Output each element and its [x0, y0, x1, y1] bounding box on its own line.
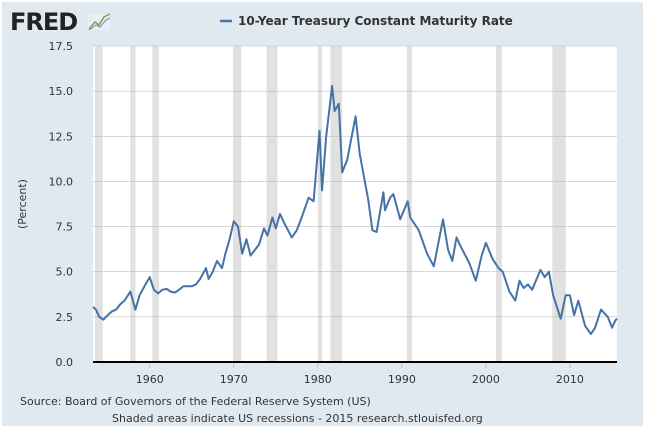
recession-bar	[317, 46, 323, 362]
recession-note: Shaded areas indicate US recessions - 20…	[112, 412, 483, 425]
recession-bar	[266, 46, 278, 362]
x-tick-label: 1980	[304, 373, 332, 386]
y-axis: 0.0 2.5 5.0 7.5 10.0 12.5 15.0 17.5	[49, 40, 74, 369]
fred-logo: FRED	[10, 8, 111, 36]
recession-bar	[552, 46, 566, 362]
recession-bar	[152, 46, 159, 362]
x-tick-label: 1990	[388, 373, 416, 386]
recession-bar	[95, 46, 103, 362]
fred-logo-chart-icon	[88, 13, 111, 31]
recession-bars	[95, 46, 566, 362]
legend-label: 10-Year Treasury Constant Maturity Rate	[238, 14, 513, 28]
x-tick-label: 2000	[472, 373, 500, 386]
y-tick-label: 10.0	[49, 175, 74, 188]
recession-bar	[232, 46, 242, 362]
legend: 10-Year Treasury Constant Maturity Rate	[220, 14, 513, 28]
y-axis-label: (Percent)	[16, 179, 29, 229]
y-tick-label: 12.5	[49, 130, 74, 143]
y-tick-label: 17.5	[49, 40, 74, 53]
plot-area	[93, 46, 617, 362]
x-tick-label: 1970	[220, 373, 248, 386]
y-tick-label: 15.0	[49, 85, 74, 98]
y-tick-label: 2.5	[56, 311, 74, 324]
gridlines	[93, 45, 617, 318]
x-axis: 1960 1970 1980 1990 2000 2010	[136, 362, 584, 386]
recession-bar	[130, 46, 136, 362]
source-text: Source: Board of Governors of the Federa…	[20, 395, 371, 408]
x-tick-label: 1960	[136, 373, 164, 386]
x-tick-label: 2010	[556, 373, 584, 386]
y-tick-label: 0.0	[56, 356, 74, 369]
recession-bar	[330, 46, 343, 362]
series-line	[92, 84, 618, 335]
recession-bar	[406, 46, 412, 362]
y-tick-label: 7.5	[56, 221, 74, 234]
y-tick-label: 5.0	[56, 266, 74, 279]
recession-bar	[495, 46, 502, 362]
fred-logo-text: FRED	[10, 8, 77, 36]
